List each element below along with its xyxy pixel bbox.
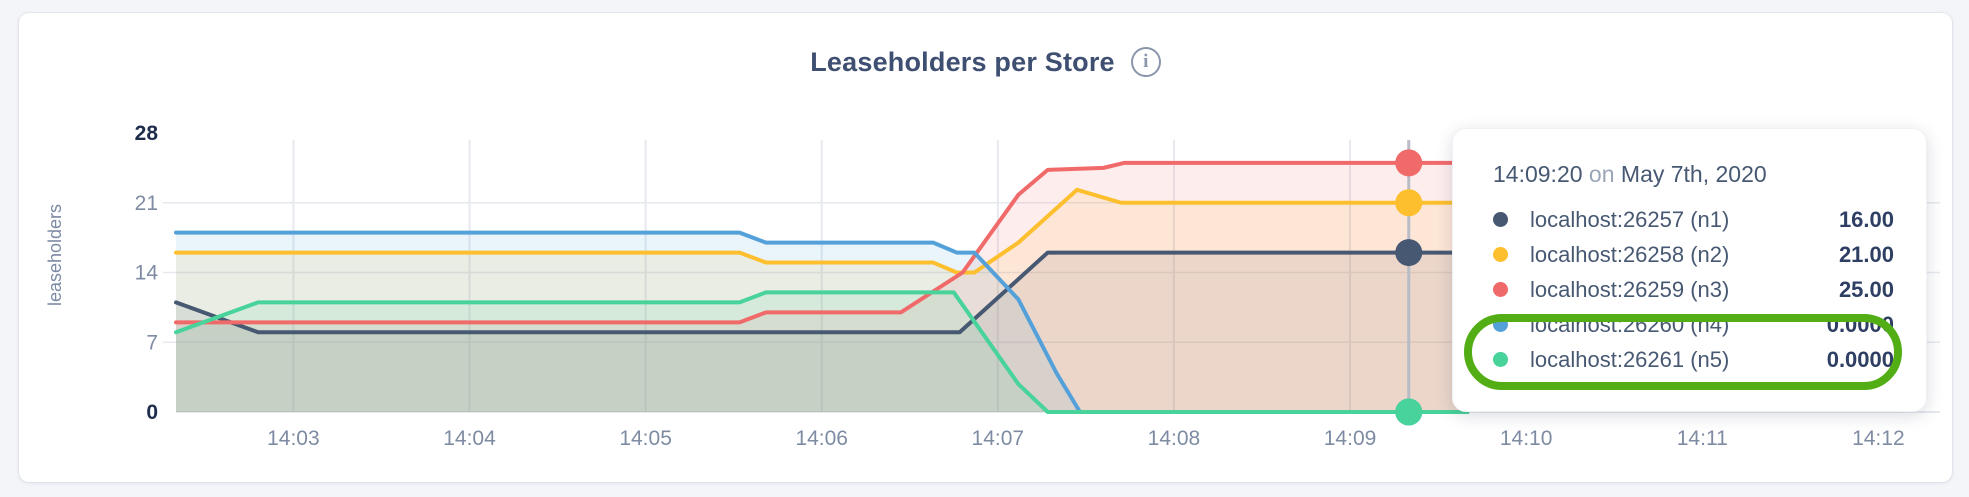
tooltip-date-text: May 7th, 2020 [1620,161,1767,187]
series-line [174,230,1470,414]
y-tick-label: 28 [135,122,159,145]
series-color-dot [1493,352,1508,367]
series-label: localhost:26261 (n5) [1530,346,1730,372]
tooltip-timestamp: 14:09:20 on May 7th, 2020 [1493,161,1894,188]
series-value: 25.00 [1838,276,1894,302]
series-value: 0.0000 [1826,346,1894,372]
series-label: localhost:26258 (n2) [1530,241,1730,267]
tooltip-row: localhost:26261 (n5) 0.0000 [1493,342,1894,377]
hover-dot [1395,149,1423,177]
series-color-dot [1493,247,1508,262]
series-color-dot [1493,212,1508,227]
hover-tooltip: 14:09:20 on May 7th, 2020 localhost:2625… [1452,128,1927,412]
series-area [176,189,1468,412]
chart-header: Leaseholders per Store i [19,40,1952,84]
series-color-dot [1493,282,1508,297]
x-tick-label: 14:07 [972,427,1025,450]
series-label: localhost:26260 (n4) [1530,311,1730,337]
series-value: 0.0000 [1826,311,1894,337]
series-value: 16.00 [1838,206,1894,232]
info-icon[interactable]: i [1130,47,1161,77]
y-tick-label: 14 [135,262,159,285]
series-area [176,232,1468,412]
hover-dot [1395,189,1423,217]
x-tick-label: 14:12 [1852,427,1905,450]
tooltip-series-list: localhost:26257 (n1) 16.00 localhost:26258… [1493,202,1894,377]
x-tick-label: 14:03 [267,427,320,450]
tooltip-row: localhost:26258 (n2) 21.00 [1493,237,1894,272]
series-line [174,290,1470,414]
tooltip-on-word: on [1588,161,1615,187]
hover-dots [1395,149,1423,426]
series-color-dot [1493,317,1508,332]
y-tick-label: 21 [135,192,158,215]
tooltip-time: 14:09:20 [1493,161,1583,187]
page-title: Leaseholders per Store [810,46,1115,77]
hover-dot [1395,398,1423,426]
x-tick-label: 14:10 [1500,427,1553,450]
tooltip-row: localhost:26259 (n3) 25.00 [1493,272,1894,307]
series-line [174,160,1470,325]
x-tick-label: 14:08 [1148,427,1201,450]
series-line [174,187,1470,275]
series-value: 21.00 [1838,241,1894,267]
x-tick-label: 14:04 [443,427,496,450]
y-tick-label: 0 [146,401,158,424]
series-label: localhost:26257 (n1) [1530,206,1730,232]
y-tick-label: 7 [146,331,158,354]
x-tick-label: 14:05 [619,427,672,450]
series-area [176,162,1468,412]
hover-dot [1395,239,1423,267]
tooltip-row: localhost:26257 (n1) 16.00 [1493,202,1894,237]
x-tick-label: 14:11 [1677,427,1728,450]
series-lines [174,160,1470,414]
axis-labels: 14:03 14:04 14:05 14:06 14:07 14:08 14:09 14:10… [135,122,1905,450]
tooltip-row: localhost:26260 (n4) 0.0000 [1493,307,1894,342]
x-tick-label: 14:09 [1324,427,1377,450]
series-label: localhost:26259 (n3) [1530,276,1730,302]
x-tick-label: 14:06 [795,427,848,450]
